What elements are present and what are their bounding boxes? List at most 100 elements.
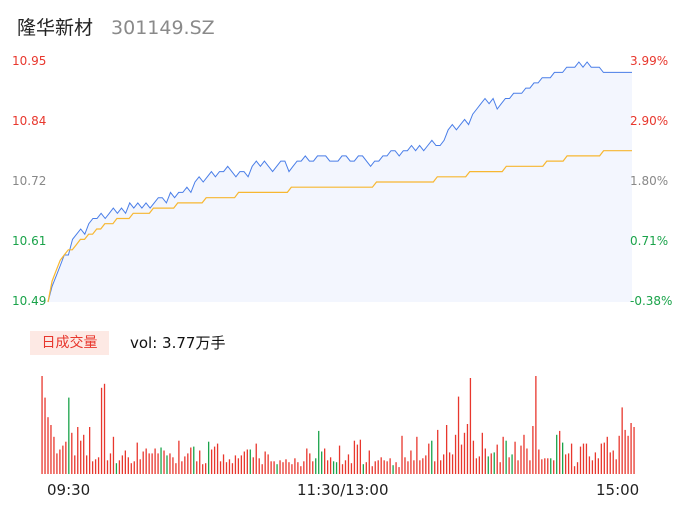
volume-bar xyxy=(612,450,614,474)
volume-chart xyxy=(41,376,635,474)
volume-bar xyxy=(312,461,314,474)
volume-bar xyxy=(347,454,350,474)
volume-bar xyxy=(341,464,344,474)
volume-bar xyxy=(440,460,442,474)
volume-bar xyxy=(276,464,278,474)
volume-bar xyxy=(50,425,52,474)
volume-bar xyxy=(621,407,623,474)
volume-bar xyxy=(160,447,162,474)
volume-bar xyxy=(535,376,537,474)
volume-bar xyxy=(490,453,492,474)
y-tick-right: 1.80% xyxy=(630,174,669,188)
volume-bar xyxy=(127,457,129,474)
volume-bar xyxy=(573,466,576,474)
volume-bar xyxy=(56,453,58,474)
y-tick-left: 10.72 xyxy=(12,174,47,188)
volume-bar xyxy=(562,442,564,474)
volume-bar xyxy=(499,462,501,474)
volume-bar xyxy=(205,463,207,474)
volume-bar xyxy=(94,459,97,474)
volume-bar xyxy=(579,446,582,474)
volume-bar xyxy=(401,435,403,474)
stock-code: 301149.SZ xyxy=(111,17,215,39)
volume-bar xyxy=(124,450,126,474)
volume-bar xyxy=(615,459,617,474)
volume-bar xyxy=(389,458,391,474)
y-tick-left: 10.95 xyxy=(12,54,47,68)
volume-bar xyxy=(175,463,177,474)
volume-bar xyxy=(603,442,605,474)
volume-bar xyxy=(564,454,567,474)
volume-bar xyxy=(591,460,594,474)
volume-bar xyxy=(487,456,489,474)
volume-bar xyxy=(463,432,466,474)
volume-bar xyxy=(380,457,382,474)
volume-bar xyxy=(47,417,49,474)
volume-bar xyxy=(53,436,55,474)
volume-bar xyxy=(460,444,463,474)
volume-bar xyxy=(362,464,364,474)
volume-bar xyxy=(606,436,608,474)
stock-title: 隆华新材 301149.SZ xyxy=(17,13,215,40)
volume-bar xyxy=(225,462,228,474)
x-tick-close: 15:00 xyxy=(596,481,640,499)
y-tick-right: 0.71% xyxy=(630,234,669,248)
volume-bar xyxy=(496,444,498,474)
volume-bar xyxy=(454,434,457,474)
volume-bar xyxy=(371,466,373,474)
volume-bar xyxy=(154,448,156,474)
volume-bar xyxy=(303,461,305,474)
volume-bar xyxy=(133,461,135,474)
volume-bar xyxy=(469,378,472,474)
volume-bar xyxy=(553,460,555,474)
volume-bar xyxy=(273,461,275,474)
volume-bar xyxy=(377,460,379,474)
y-tick-right: 2.90% xyxy=(630,114,669,128)
volume-bar xyxy=(422,458,424,474)
volume-bar xyxy=(246,449,248,474)
volume-bar xyxy=(365,462,367,474)
volume-bar xyxy=(41,376,43,474)
volume-bar xyxy=(404,457,406,474)
volume-bar xyxy=(356,444,359,474)
volume-bar xyxy=(169,453,171,474)
volume-bar xyxy=(294,458,296,474)
volume-bar xyxy=(68,397,70,474)
volume-bar xyxy=(386,461,388,474)
volume-bar xyxy=(228,459,231,474)
volume-bar xyxy=(344,460,347,474)
volume-bar xyxy=(570,443,573,474)
y-tick-left: 10.84 xyxy=(12,114,47,128)
volume-bar xyxy=(115,463,118,474)
x-tick-midday: 11:30/13:00 xyxy=(297,481,389,499)
volume-bar xyxy=(279,460,281,474)
volume-bar xyxy=(428,443,430,474)
stock-name: 隆华新材 xyxy=(17,17,94,39)
volume-bar xyxy=(267,454,269,474)
volume-bar xyxy=(71,432,73,474)
volume-bar xyxy=(541,459,543,474)
volume-bar xyxy=(532,426,534,474)
volume-bar xyxy=(437,429,439,474)
volume-bar xyxy=(109,453,112,474)
volume-bar xyxy=(216,443,219,474)
volume-bar xyxy=(559,430,561,474)
volume-bar xyxy=(145,448,147,474)
volume-bar xyxy=(270,461,272,474)
volume-bar xyxy=(243,451,245,474)
volume-bar xyxy=(434,461,436,474)
volume-bar xyxy=(582,443,585,474)
volume-bar xyxy=(59,449,61,474)
volume-bar xyxy=(383,460,385,474)
volume-bar xyxy=(321,451,323,474)
volume-bar xyxy=(103,383,106,474)
volume-bar xyxy=(588,456,591,474)
volume-bar xyxy=(83,434,85,474)
volume-bar xyxy=(118,460,121,474)
volume-bar xyxy=(163,450,165,474)
volume-bar xyxy=(210,449,213,474)
volume-bar xyxy=(359,439,362,474)
volume-bar xyxy=(309,453,311,474)
volume-bar xyxy=(324,448,326,474)
volume-bar xyxy=(315,458,317,474)
